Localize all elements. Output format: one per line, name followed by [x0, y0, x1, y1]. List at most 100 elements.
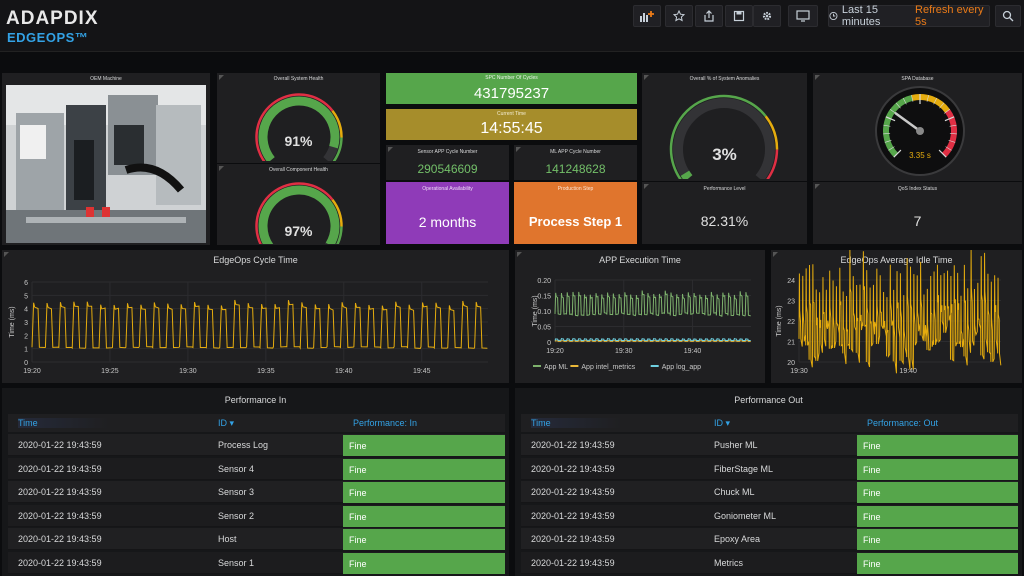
component-health-gauge	[255, 182, 343, 244]
panel-menu-corner[interactable]	[517, 252, 522, 257]
panel-menu-corner[interactable]	[644, 184, 649, 189]
table-row: 2020-01-22 19:43:59 Sensor 4 Fine	[8, 457, 505, 480]
share-button[interactable]	[695, 5, 723, 27]
column-header-time[interactable]: Time	[18, 418, 108, 428]
column-header-time[interactable]: Time	[531, 418, 621, 428]
column-header-id[interactable]: ID ▾	[218, 418, 235, 428]
clock-icon	[829, 11, 838, 21]
current-time-panel: Current Time 14:55:45	[386, 109, 637, 140]
panel-menu-corner[interactable]	[516, 147, 521, 152]
y-tick-label: 5	[24, 293, 28, 300]
add-panel-button[interactable]	[633, 5, 661, 27]
row-time: 2020-01-22 19:43:59	[18, 440, 102, 450]
row-status: Fine	[343, 505, 505, 527]
legend-label: App log_app	[662, 364, 701, 371]
monitor-icon	[796, 10, 810, 22]
qos-panel: QoS Index Status 7	[813, 182, 1022, 244]
series-line	[31, 299, 488, 350]
row-id: Host	[218, 534, 237, 544]
row-time: 2020-01-22 19:43:59	[18, 487, 102, 497]
time-range-label: Last 15 minutes	[841, 4, 881, 28]
panel-menu-corner[interactable]	[815, 75, 820, 80]
panel-menu-corner[interactable]	[219, 166, 224, 171]
row-id: Pusher ML	[714, 440, 758, 450]
panel-menu-corner[interactable]	[815, 184, 820, 189]
chart-title: EdgeOps Cycle Time	[213, 255, 298, 265]
row-id: FiberStage ML	[714, 463, 774, 474]
column-header-id[interactable]: ID ▾	[714, 418, 731, 428]
panel-title: Overall Component Health	[269, 167, 328, 173]
y-tick-label: 2	[24, 333, 28, 340]
table-header: Time ID ▾ Performance: Out	[521, 414, 1018, 432]
anomalies-value: 3%	[712, 145, 737, 164]
qos-value: 7	[913, 213, 922, 229]
refresh-interval-label: Refresh every 5s	[915, 4, 984, 28]
series-line	[554, 340, 751, 342]
row-status: Fine	[857, 529, 1018, 550]
panel-menu-corner[interactable]	[644, 75, 649, 80]
table-row: 2020-01-22 19:43:59 Host Fine	[8, 528, 505, 550]
y-tick-label: 0.20	[537, 278, 551, 285]
panel-title: SPC Number Of Cycles	[485, 75, 538, 81]
spa-database-value: 3.35 s	[909, 151, 931, 160]
row-status: Fine	[857, 458, 1018, 480]
production-step-value: Process Step 1	[528, 214, 623, 229]
search-button[interactable]	[995, 5, 1021, 27]
availability-panel: Operational Availability 2 months	[386, 182, 509, 244]
sensor-app-cycle-value: 290546609	[417, 162, 478, 176]
row-time: 2020-01-22 19:43:59	[531, 534, 615, 544]
component-health-panel: Overall Component Health 97%	[217, 164, 380, 245]
x-tick-label: 19:30	[790, 368, 808, 375]
row-status: Fine	[857, 482, 1018, 503]
table-title: Performance In	[224, 395, 287, 405]
performance-out-panel: Performance Out Time ID ▾ Performance: O…	[515, 388, 1022, 576]
gauge-track	[673, 98, 775, 179]
row-status: Fine	[857, 552, 1018, 574]
settings-button[interactable]	[753, 5, 781, 27]
panel-menu-corner[interactable]	[773, 252, 778, 257]
column-header-performance[interactable]: Performance: Out	[867, 418, 939, 428]
spa-database-dial	[875, 86, 965, 176]
save-button[interactable]	[725, 5, 753, 27]
anomalies-gauge	[669, 94, 779, 179]
y-tick-label: 1	[24, 347, 28, 354]
row-id: Sensor 3	[218, 487, 255, 497]
row-status: Fine	[343, 435, 505, 456]
panel-title: ML APP Cycle Number	[550, 149, 601, 155]
machine-photo	[6, 85, 206, 243]
cycles-panel: SPC Number Of Cycles 431795237	[386, 73, 637, 104]
brand-logo: ADAPDIX	[6, 8, 99, 29]
row-id: Sensor 4	[218, 463, 255, 474]
y-axis-label: Time (ms)	[776, 305, 783, 336]
add-panel-icon	[640, 11, 654, 22]
system-health-panel: Overall System Health 91%	[217, 73, 380, 163]
panel-menu-corner[interactable]	[4, 252, 9, 257]
column-header-performance[interactable]: Performance: In	[353, 418, 418, 428]
panel-menu-corner[interactable]	[388, 147, 393, 152]
y-tick-label: 0.05	[537, 325, 551, 332]
star-button[interactable]	[665, 5, 693, 27]
y-tick-label: 23	[787, 299, 795, 306]
y-tick-label: 3	[24, 320, 28, 327]
series-line	[554, 337, 751, 342]
performance-level-panel: Performance Level 82.31%	[642, 182, 807, 244]
row-id: Sensor 1	[218, 557, 255, 568]
table-row: 2020-01-22 19:43:59 Process Log Fine	[8, 434, 505, 456]
panel-menu-corner[interactable]	[219, 75, 224, 80]
y-tick-label: 0.10	[537, 309, 551, 316]
app-execution-panel: APP Execution Time 0 0.05 0.10 0.15 0.20 19:2…	[515, 250, 765, 383]
chart-title: EdgeOps Average Idle Time	[840, 255, 953, 265]
row-time: 2020-01-22 19:43:59	[531, 510, 615, 521]
row-id: Epoxy Area	[714, 534, 761, 544]
x-tick-label: 19:25	[101, 368, 119, 375]
tv-mode-button[interactable]	[788, 5, 818, 27]
row-time: 2020-01-22 19:43:59	[531, 440, 615, 450]
y-axis-label: Time (ms)	[9, 306, 16, 337]
x-tick-label: 19:40	[335, 368, 353, 375]
time-range-picker[interactable]: Last 15 minutes Refresh every 5s	[828, 4, 990, 28]
panel-title: Production Step	[557, 186, 594, 192]
y-tick-label: 0.15	[537, 294, 551, 301]
series-line	[554, 290, 751, 317]
legend-label: App intel_metrics	[581, 364, 635, 371]
table-title: Performance Out	[734, 395, 803, 405]
